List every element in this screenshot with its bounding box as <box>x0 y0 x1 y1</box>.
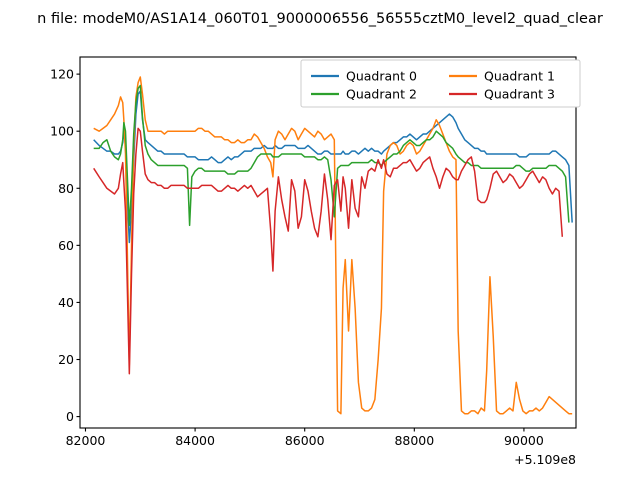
y-tick-label: 60 <box>58 238 74 253</box>
y-tick-label: 0 <box>66 409 74 424</box>
x-tick-label: 82000 <box>66 433 106 448</box>
y-tick-label: 20 <box>58 352 74 367</box>
series-line-quadrant-0 <box>93 90 573 244</box>
x-tick-label: 88000 <box>394 433 434 448</box>
series-line-quadrant-1 <box>93 76 573 415</box>
series-line-quadrant-3 <box>93 127 564 375</box>
y-tick-label: 40 <box>58 295 74 310</box>
y-tick-label: 100 <box>50 124 74 139</box>
legend-label-quadrant-0: Quadrant 0 <box>346 69 417 84</box>
legend-box <box>300 59 581 108</box>
axes-frame <box>79 56 577 429</box>
x-tick-label: 90000 <box>504 433 544 448</box>
x-axis-offset-label: +5.109e8 <box>514 452 576 467</box>
series-line-quadrant-2 <box>93 84 570 227</box>
legend-label-quadrant-1: Quadrant 1 <box>484 69 555 84</box>
y-tick-label: 120 <box>50 67 74 82</box>
legend-label-quadrant-2: Quadrant 2 <box>346 87 417 102</box>
x-tick-label: 86000 <box>285 433 325 448</box>
x-tick-label: 84000 <box>175 433 215 448</box>
legend-label-quadrant-3: Quadrant 3 <box>484 87 555 102</box>
page-title: n file: modeM0/AS1A14_060T01_9000006556_… <box>37 11 603 27</box>
y-tick-label: 80 <box>58 181 74 196</box>
